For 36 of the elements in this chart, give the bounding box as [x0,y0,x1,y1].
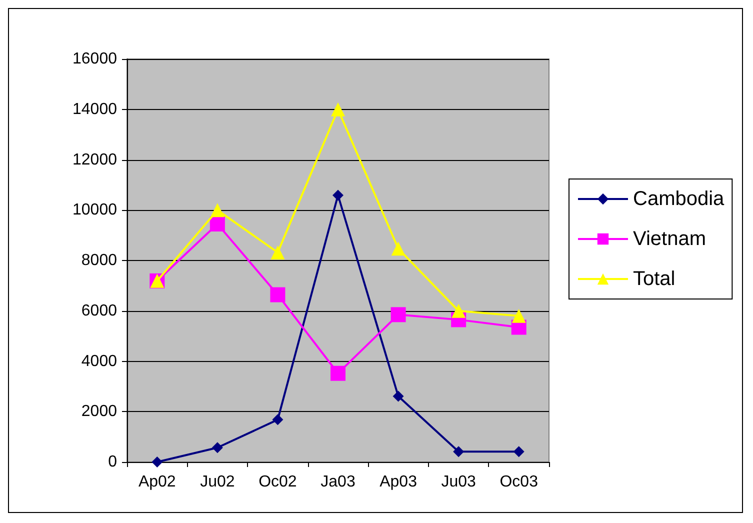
x-tick-label: Oc03 [500,474,538,490]
x-tick-label: Ja03 [320,474,356,490]
point [390,307,406,322]
point [330,366,346,381]
x-tick-label: Ap02 [138,474,176,490]
point [212,442,223,454]
y-tick-label: 10000 [72,202,118,219]
point [331,102,345,116]
x-tick-label: Ju03 [441,474,476,490]
point [270,287,286,302]
point [332,190,344,201]
point [513,446,524,458]
point [512,308,526,323]
point [210,216,225,232]
x-tick-label: Ap03 [380,474,418,490]
y-tick-label: 2000 [81,403,118,420]
y-tick-label: 6000 [81,302,118,320]
y-tick-label: 16000 [72,50,118,68]
point [392,390,404,402]
legend-label: Total [633,268,676,290]
point [270,245,285,260]
legend-label: Cambodia [633,188,726,210]
x-tick-label: Oc02 [258,474,297,490]
legend-label: Vietnam [633,228,706,250]
point [210,203,224,218]
y-tick-label: 4000 [81,352,118,370]
point [452,304,466,318]
point [453,446,464,458]
y-tick-label: 8000 [81,252,118,269]
point [152,456,163,468]
x-tick-label: Ju02 [200,474,235,490]
y-tick-label: 14000 [72,100,118,118]
y-tick-label: 12000 [72,151,118,168]
y-tick-label: 0 [108,454,118,470]
point [391,242,406,256]
point [272,414,284,426]
